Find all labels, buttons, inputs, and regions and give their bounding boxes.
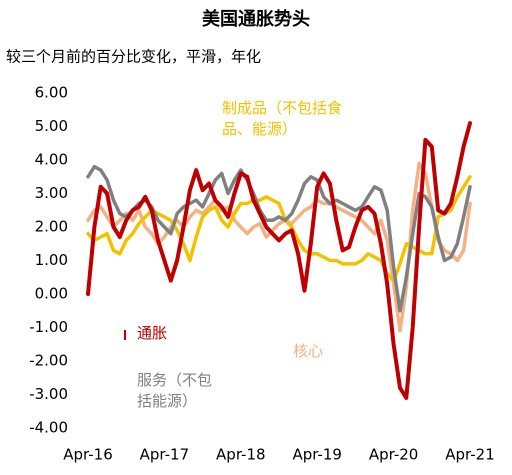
y-tick-label: -2.00 [29,352,68,370]
y-tick-label: 0.00 [35,285,68,303]
chart-subtitle: 较三个月前的百分比变化，平滑，年化 [6,48,261,66]
y-tick-label: 2.00 [35,218,68,236]
series-label: 核心 [293,342,324,360]
series-label: 制成品（不包括食品、能源） [222,99,343,138]
y-tick-label: -3.00 [29,385,68,403]
y-tick-label: 3.00 [35,184,68,202]
x-tick-label: Apr-21 [445,446,495,464]
x-tick-label: Apr-18 [216,446,266,464]
x-tick-label: Apr-20 [369,446,419,464]
series-line [86,121,472,400]
series-line [86,161,472,333]
y-tick-label: 5.00 [35,117,68,135]
y-tick-label: 6.00 [35,84,68,102]
y-tick-label: 1.00 [35,251,68,269]
legend-marker [124,330,126,340]
series-label: 服务（不包括能源） [137,371,213,410]
y-tick-label: -4.00 [29,419,68,437]
chart-title: 美国通胀势头 [202,8,310,30]
series-label: 通胀 [137,324,168,342]
y-tick-label: -1.00 [29,318,68,336]
x-tick-label: Apr-17 [140,446,190,464]
x-tick-label: Apr-19 [292,446,342,464]
y-tick-label: 4.00 [35,151,68,169]
x-tick-label: Apr-16 [63,446,113,464]
